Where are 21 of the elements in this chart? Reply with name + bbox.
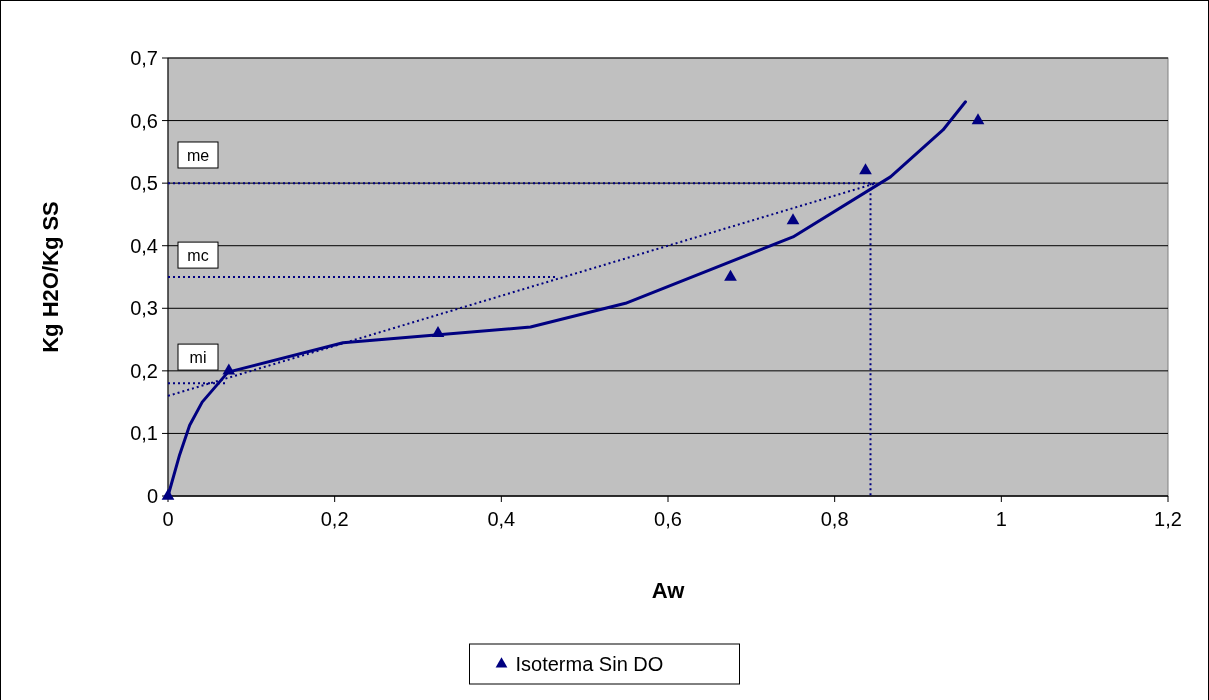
y-axis-title: Kg H2O/Kg SS	[38, 201, 63, 353]
y-tick-label: 0	[146, 485, 158, 507]
y-tick-label: 0,4	[130, 234, 158, 257]
x-tick-label: 0,2	[320, 508, 349, 530]
x-tick-label: 0,4	[487, 508, 516, 530]
x-tick-label: 0	[162, 508, 174, 530]
annotation: me	[186, 146, 210, 164]
annotation: mi	[189, 348, 207, 366]
annotation: mc	[187, 246, 209, 264]
legend-label: Isoterma Sin DO	[515, 653, 664, 675]
y-tick-label: 0,6	[130, 109, 158, 132]
x-tick-label: 1	[995, 508, 1007, 530]
y-tick-label: 0,2	[130, 359, 158, 382]
x-tick-label: 0,6	[654, 508, 682, 530]
y-tick-label: 0,1	[130, 422, 158, 445]
y-tick-label: 0,7	[130, 47, 158, 69]
x-tick-label: 1,2	[1154, 508, 1182, 530]
x-axis-title: Aw	[651, 578, 686, 603]
x-tick-label: 0,8	[820, 508, 849, 530]
y-tick-label: 0,5	[130, 172, 158, 195]
y-tick-label: 0,3	[130, 297, 158, 320]
